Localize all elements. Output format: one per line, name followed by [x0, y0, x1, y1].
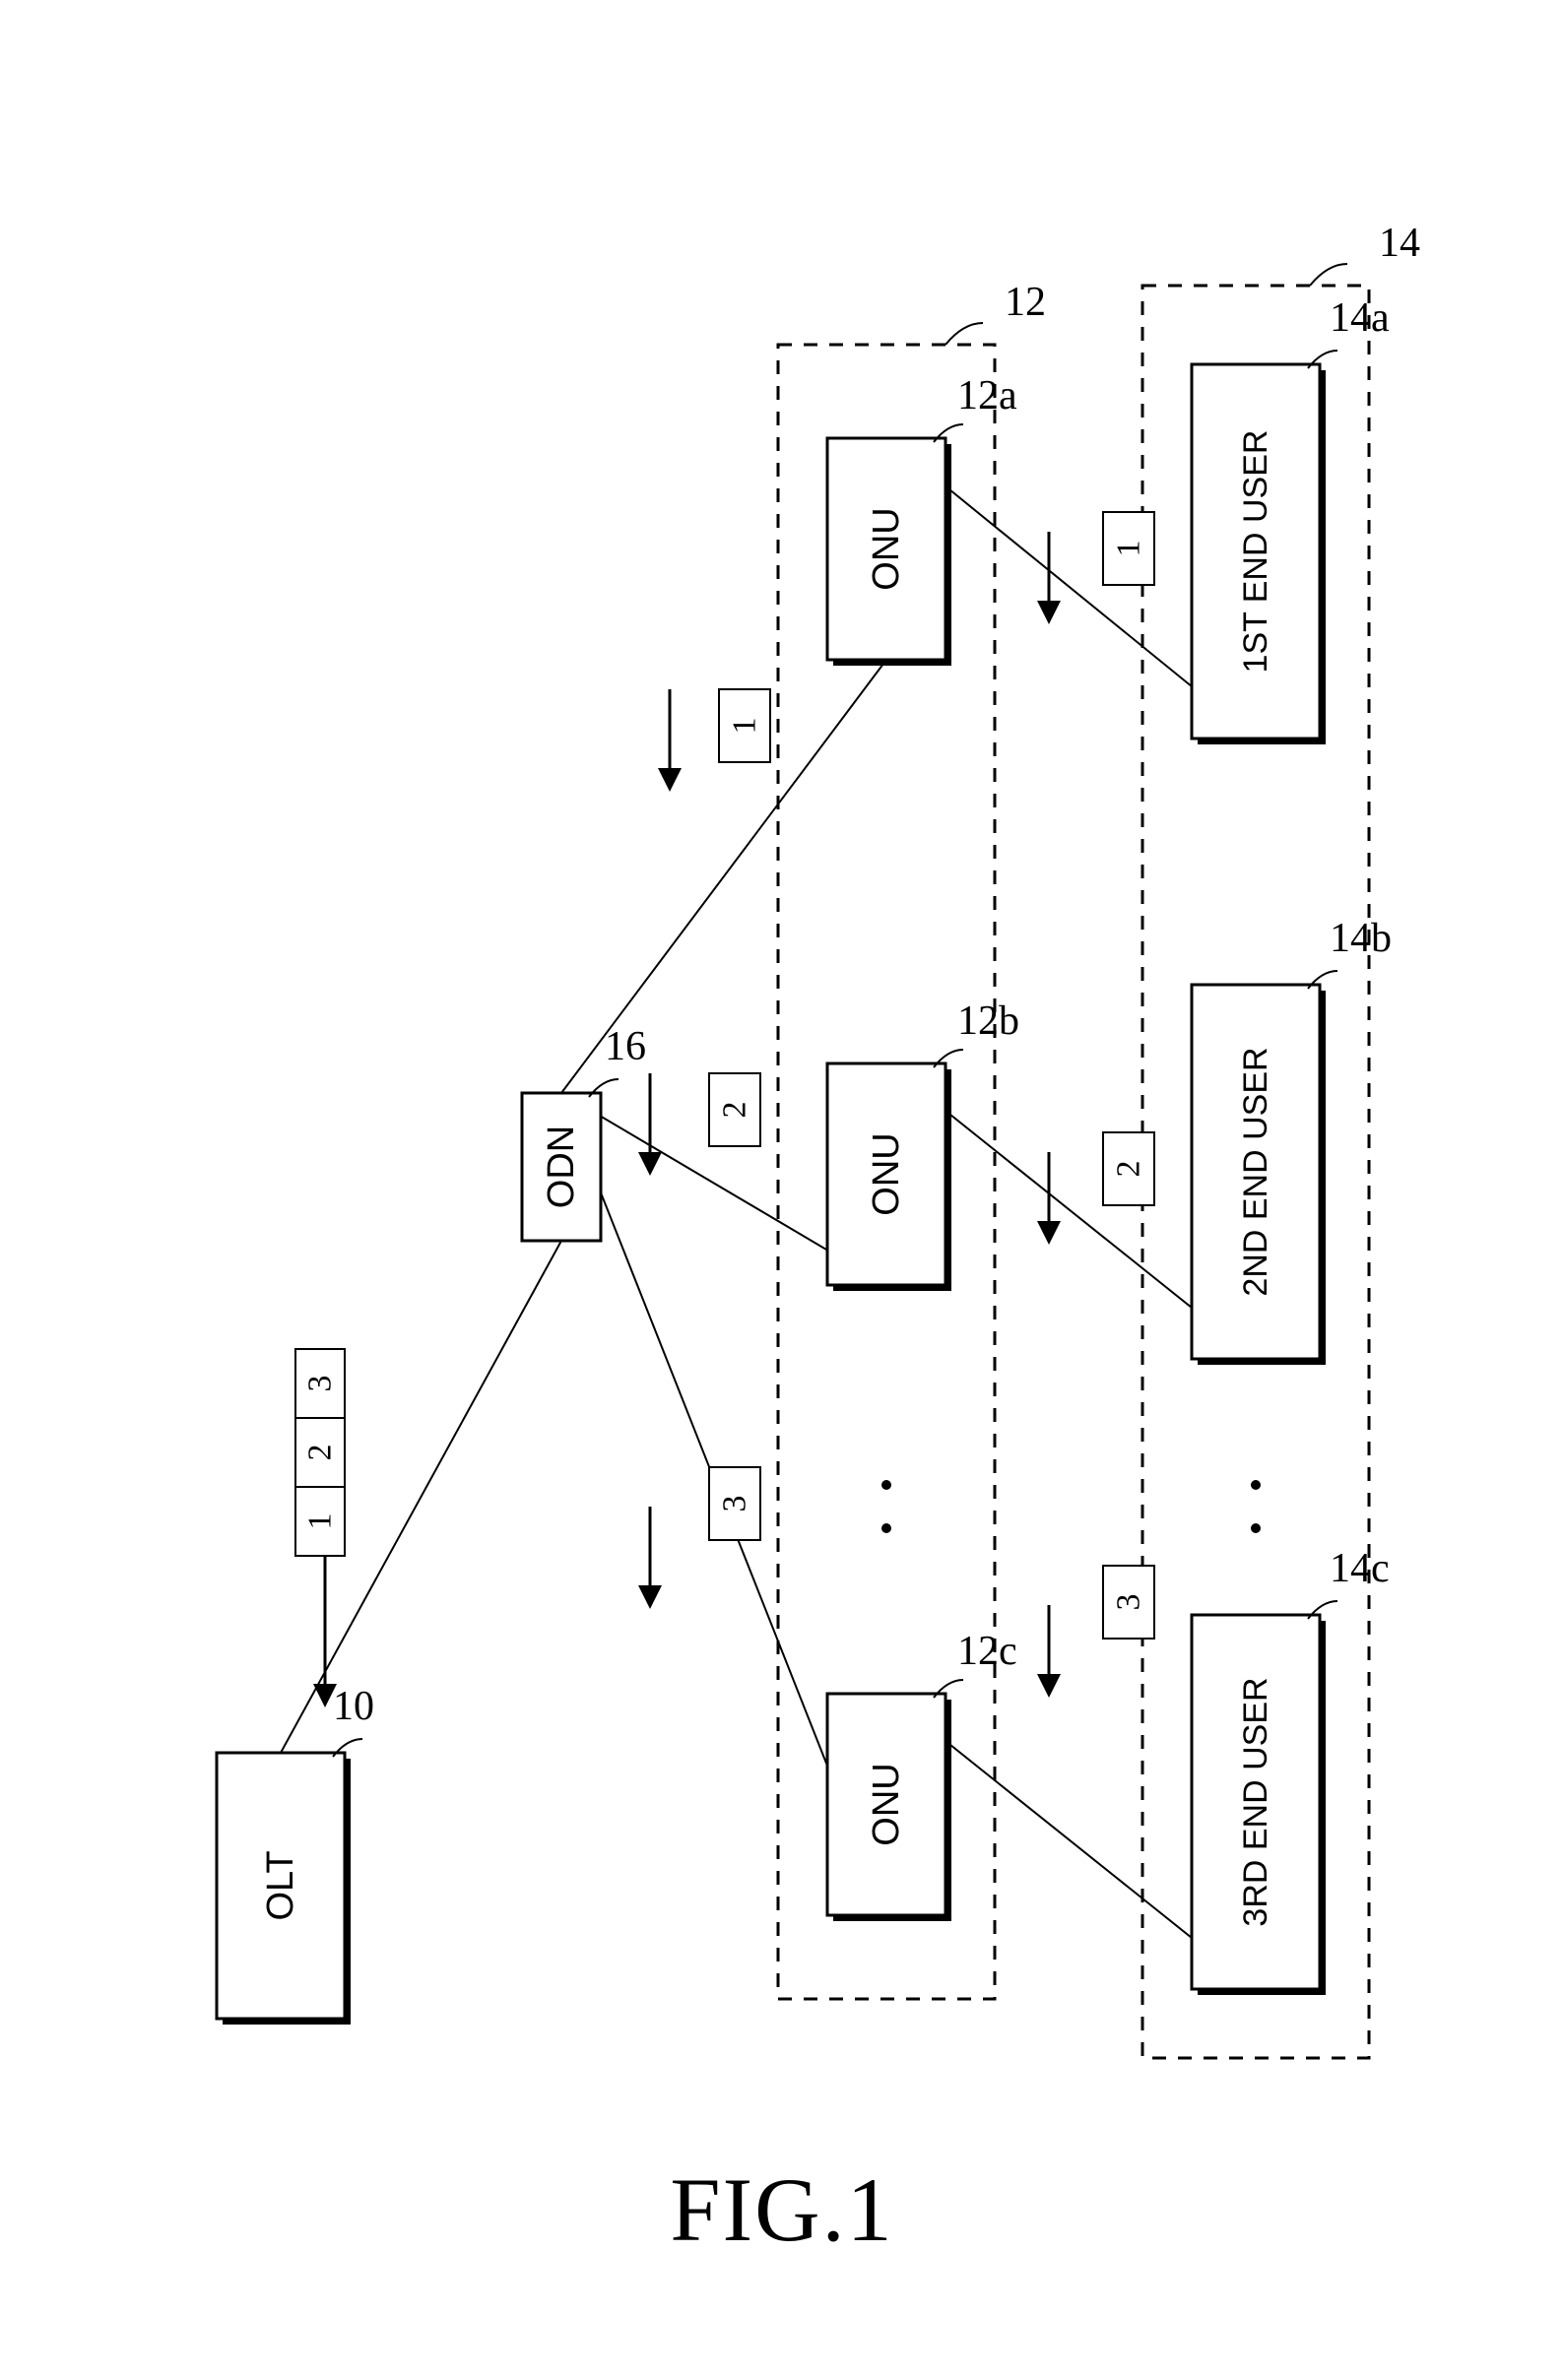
- eu_c-ref: 14c: [1330, 1546, 1390, 1591]
- svg-text:2: 2: [302, 1445, 339, 1461]
- packet-cell: 3: [1103, 1566, 1154, 1639]
- vdots: [881, 1480, 891, 1533]
- flow-arrow: [638, 1073, 662, 1176]
- onu_c-ref: 12c: [957, 1629, 1017, 1674]
- svg-text:3: 3: [1111, 1594, 1147, 1611]
- eu_b-ref: 14b: [1330, 916, 1392, 961]
- onu_group-ref: 12: [1005, 280, 1046, 325]
- diagram-canvas: 1214OLT10ODN16ONU12aONU12bONU12c1ST END …: [0, 0, 1564, 2380]
- odn-ref: 16: [605, 1024, 646, 1069]
- eu_a-ref: 14a: [1330, 295, 1390, 341]
- olt-label: OLT: [260, 1850, 301, 1920]
- onu_c-label: ONU: [866, 1763, 907, 1845]
- packet-cell: 3: [709, 1467, 760, 1540]
- odn-label: ODN: [541, 1126, 582, 1208]
- svg-text:1: 1: [302, 1513, 339, 1530]
- packet-cell: 2: [709, 1073, 760, 1146]
- flow-arrow: [1037, 1605, 1061, 1698]
- eu_c-box: 3RD END USER 14c: [1192, 1546, 1390, 1995]
- svg-text:1: 1: [1111, 541, 1147, 557]
- olt-ref: 10: [333, 1684, 374, 1729]
- onu_b-box: ONU 12b: [827, 998, 1019, 1291]
- svg-text:1: 1: [727, 718, 763, 735]
- onu_b-label: ONU: [866, 1132, 907, 1215]
- flow-arrow: [658, 689, 682, 792]
- svg-text:3: 3: [717, 1496, 753, 1512]
- eu_b-label: 2ND END USER: [1237, 1047, 1274, 1296]
- eu_b-box: 2ND END USER 14b: [1192, 916, 1392, 1365]
- eu_a-box: 1ST END USER 14a: [1192, 295, 1390, 744]
- eu_c-label: 3RD END USER: [1237, 1677, 1274, 1926]
- svg-text:2: 2: [1111, 1161, 1147, 1178]
- onu_b-ref: 12b: [957, 998, 1019, 1044]
- flow-arrow: [1037, 1152, 1061, 1245]
- vdots: [1251, 1480, 1261, 1533]
- olt-box: OLT 10: [217, 1684, 374, 2025]
- svg-text:3: 3: [302, 1376, 339, 1392]
- packet-cell: 1: [1103, 512, 1154, 585]
- onu_a-box: ONU 12a: [827, 373, 1017, 666]
- packet-train: 3 2 1: [295, 1349, 345, 1556]
- eu_group-ref: 14: [1379, 221, 1420, 266]
- eu_a-label: 1ST END USER: [1237, 430, 1274, 674]
- packet-cell: 1: [719, 689, 770, 762]
- packet-cell: 2: [1103, 1132, 1154, 1205]
- onu_a-label: ONU: [866, 507, 907, 590]
- onu_a-ref: 12a: [957, 373, 1017, 418]
- figure-label: FIG.1: [670, 2157, 893, 2262]
- flow-arrow: [638, 1507, 662, 1609]
- svg-text:2: 2: [717, 1102, 753, 1119]
